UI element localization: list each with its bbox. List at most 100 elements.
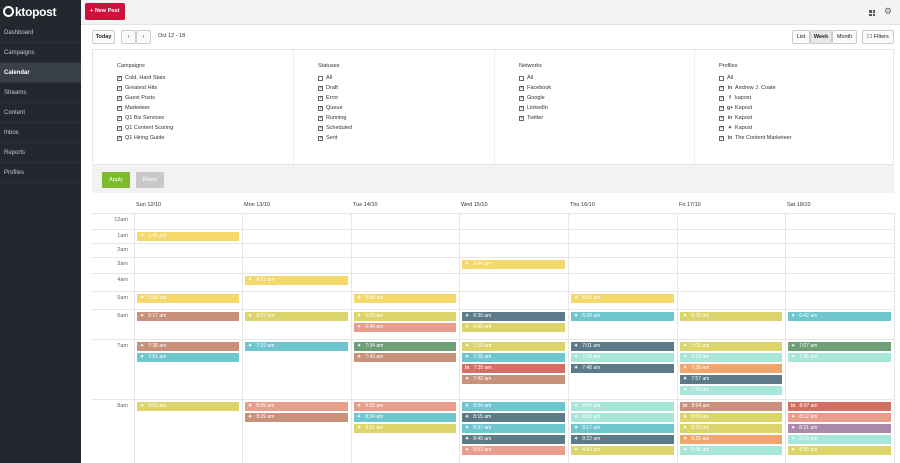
new-post-button[interactable]: + New Post: [85, 3, 125, 20]
sidebar-item-calendar[interactable]: Calendar: [0, 63, 81, 83]
statuses-filter-item[interactable]: Running: [318, 113, 352, 123]
calendar-event[interactable]: ✦ 7:34 am: [354, 342, 456, 351]
campaigns-filter-item[interactable]: Q1 Biz Services: [117, 113, 173, 123]
checkbox[interactable]: [719, 135, 724, 141]
statuses-filter-item[interactable]: Queue: [318, 103, 352, 113]
checkbox[interactable]: [318, 125, 323, 131]
apps-grid-icon[interactable]: [869, 10, 875, 16]
today-button[interactable]: Today: [92, 30, 115, 44]
calendar-event[interactable]: ✦ 8:25 am: [680, 435, 782, 444]
calendar-event[interactable]: ✦ 6:30 am: [462, 312, 565, 321]
calendar-event[interactable]: ✦ 7:42 am: [462, 375, 565, 384]
calendar-event[interactable]: ✦ 8:29 am: [354, 402, 456, 411]
calendar-event[interactable]: ✦ 8:04 am: [462, 402, 565, 411]
checkbox[interactable]: [519, 115, 524, 121]
calendar-event[interactable]: ✦ 7:07 am: [788, 342, 891, 351]
gear-icon[interactable]: ⚙: [883, 6, 892, 16]
calendar-event[interactable]: ✦ 8:09 am: [680, 413, 782, 422]
checkbox[interactable]: [117, 85, 122, 91]
checkbox[interactable]: [519, 75, 524, 81]
checkbox[interactable]: [117, 125, 122, 131]
calendar-event[interactable]: ✦ 7:19 am: [680, 353, 782, 362]
networks-filter-item[interactable]: Facebook: [519, 83, 551, 93]
checkbox[interactable]: [318, 115, 323, 121]
networks-filter-item[interactable]: All: [519, 73, 551, 83]
checkbox[interactable]: [117, 135, 122, 141]
checkbox[interactable]: [117, 75, 122, 81]
campaigns-filter-item[interactable]: Q1 Content Scoring: [117, 123, 173, 133]
calendar-event[interactable]: ✦ 8:24 am: [788, 435, 891, 444]
sidebar-item-inbox[interactable]: Inbox: [0, 123, 81, 143]
sidebar-item-content[interactable]: Content: [0, 103, 81, 123]
checkbox[interactable]: [117, 95, 122, 101]
calendar-event[interactable]: ✦ 8:51 am: [354, 424, 456, 433]
calendar-event[interactable]: ✦ 6:17 am: [137, 312, 239, 321]
checkbox[interactable]: [719, 85, 724, 91]
calendar-event[interactable]: ✦ 8:10 am: [571, 413, 674, 422]
statuses-filter-item[interactable]: Error: [318, 93, 352, 103]
campaigns-filter-item[interactable]: Q1 Hiring Guide: [117, 133, 173, 143]
calendar-event[interactable]: ✦ 8:09 am: [245, 402, 348, 411]
calendar-event[interactable]: ✦ 5:55 am: [571, 294, 674, 303]
calendar-event[interactable]: ✦ 7:43 am: [354, 353, 456, 362]
campaigns-filter-item[interactable]: Marketeer: [117, 103, 173, 113]
calendar-event[interactable]: ✦ 8:15 am: [462, 413, 565, 422]
checkbox[interactable]: [719, 125, 724, 131]
calendar-event[interactable]: ✦ 8:45 am: [680, 446, 782, 455]
calendar-event[interactable]: ✦ 7:38 am: [137, 342, 239, 351]
checkbox[interactable]: [719, 115, 724, 121]
calendar-event[interactable]: ✦ 8:21 am: [788, 424, 891, 433]
checkbox[interactable]: [519, 95, 524, 101]
sidebar-item-profiles[interactable]: Profiles: [0, 163, 81, 183]
calendar-event[interactable]: ✦ 7:51 am: [137, 353, 239, 362]
checkbox[interactable]: [318, 75, 323, 81]
calendar-event[interactable]: ✦ 6:23 am: [354, 312, 456, 321]
view-week-button[interactable]: Week: [810, 30, 832, 44]
campaigns-filter-item[interactable]: Guest Posts: [117, 93, 173, 103]
networks-filter-item[interactable]: Twitter: [519, 113, 551, 123]
profiles-filter-item[interactable]: g+Kapost: [719, 103, 792, 113]
calendar-event[interactable]: ✦ 8:34 am: [354, 413, 456, 422]
checkbox[interactable]: [519, 85, 524, 91]
calendar-event[interactable]: ✦ 6:42 am: [788, 312, 891, 321]
apply-button[interactable]: Apply: [102, 172, 130, 188]
checkbox[interactable]: [719, 105, 724, 111]
checkbox[interactable]: [318, 135, 323, 141]
calendar-event[interactable]: ✦ 8:04 am: [571, 402, 674, 411]
calendar-event[interactable]: ✦ 6:40 am: [354, 323, 456, 332]
calendar-event[interactable]: ✦ 8:17 am: [571, 424, 674, 433]
calendar-event[interactable]: ✦ 5:56 am: [354, 294, 456, 303]
view-list-button[interactable]: List: [792, 30, 810, 44]
statuses-filter-item[interactable]: Scheduled: [318, 123, 352, 133]
view-month-button[interactable]: Month: [832, 30, 857, 44]
calendar-event[interactable]: ✦ 7:26 am: [462, 353, 565, 362]
calendar-event[interactable]: in 8:07 am: [788, 402, 891, 411]
calendar-event[interactable]: ✦ 8:53 am: [462, 446, 565, 455]
next-week-button[interactable]: ›: [136, 30, 151, 44]
calendar-event[interactable]: ✦ 6:07 am: [245, 312, 348, 321]
calendar-event[interactable]: ✦ 7:18 am: [571, 353, 674, 362]
sidebar-item-reports[interactable]: Reports: [0, 143, 81, 163]
calendar-event[interactable]: ✦ 7:59 am: [680, 386, 782, 395]
calendar-event[interactable]: ✦ 6:20 am: [571, 312, 674, 321]
calendar-event[interactable]: ✦ 8:37 am: [462, 424, 565, 433]
sidebar-item-campaigns[interactable]: Campaigns: [0, 43, 81, 63]
sidebar-item-streams[interactable]: Streams: [0, 83, 81, 103]
calendar-event[interactable]: ✦ 8:03 am: [137, 402, 239, 411]
calendar-event[interactable]: ✦ 8:12 am: [788, 413, 891, 422]
checkbox[interactable]: [719, 95, 724, 101]
calendar-event[interactable]: ✦ 6:35 am: [680, 312, 782, 321]
calendar-event[interactable]: ✦ 8:20 am: [680, 424, 782, 433]
checkbox[interactable]: [318, 95, 323, 101]
profiles-filter-item[interactable]: All: [719, 73, 792, 83]
oktopost-logo[interactable]: ktopost: [0, 0, 81, 23]
networks-filter-item[interactable]: LinkedIn: [519, 103, 551, 113]
statuses-filter-item[interactable]: All: [318, 73, 352, 83]
statuses-filter-item[interactable]: Draft: [318, 83, 352, 93]
calendar-event[interactable]: ✦ 1:46 am: [137, 232, 239, 241]
calendar-event[interactable]: ✦ 5:56 am: [137, 294, 239, 303]
